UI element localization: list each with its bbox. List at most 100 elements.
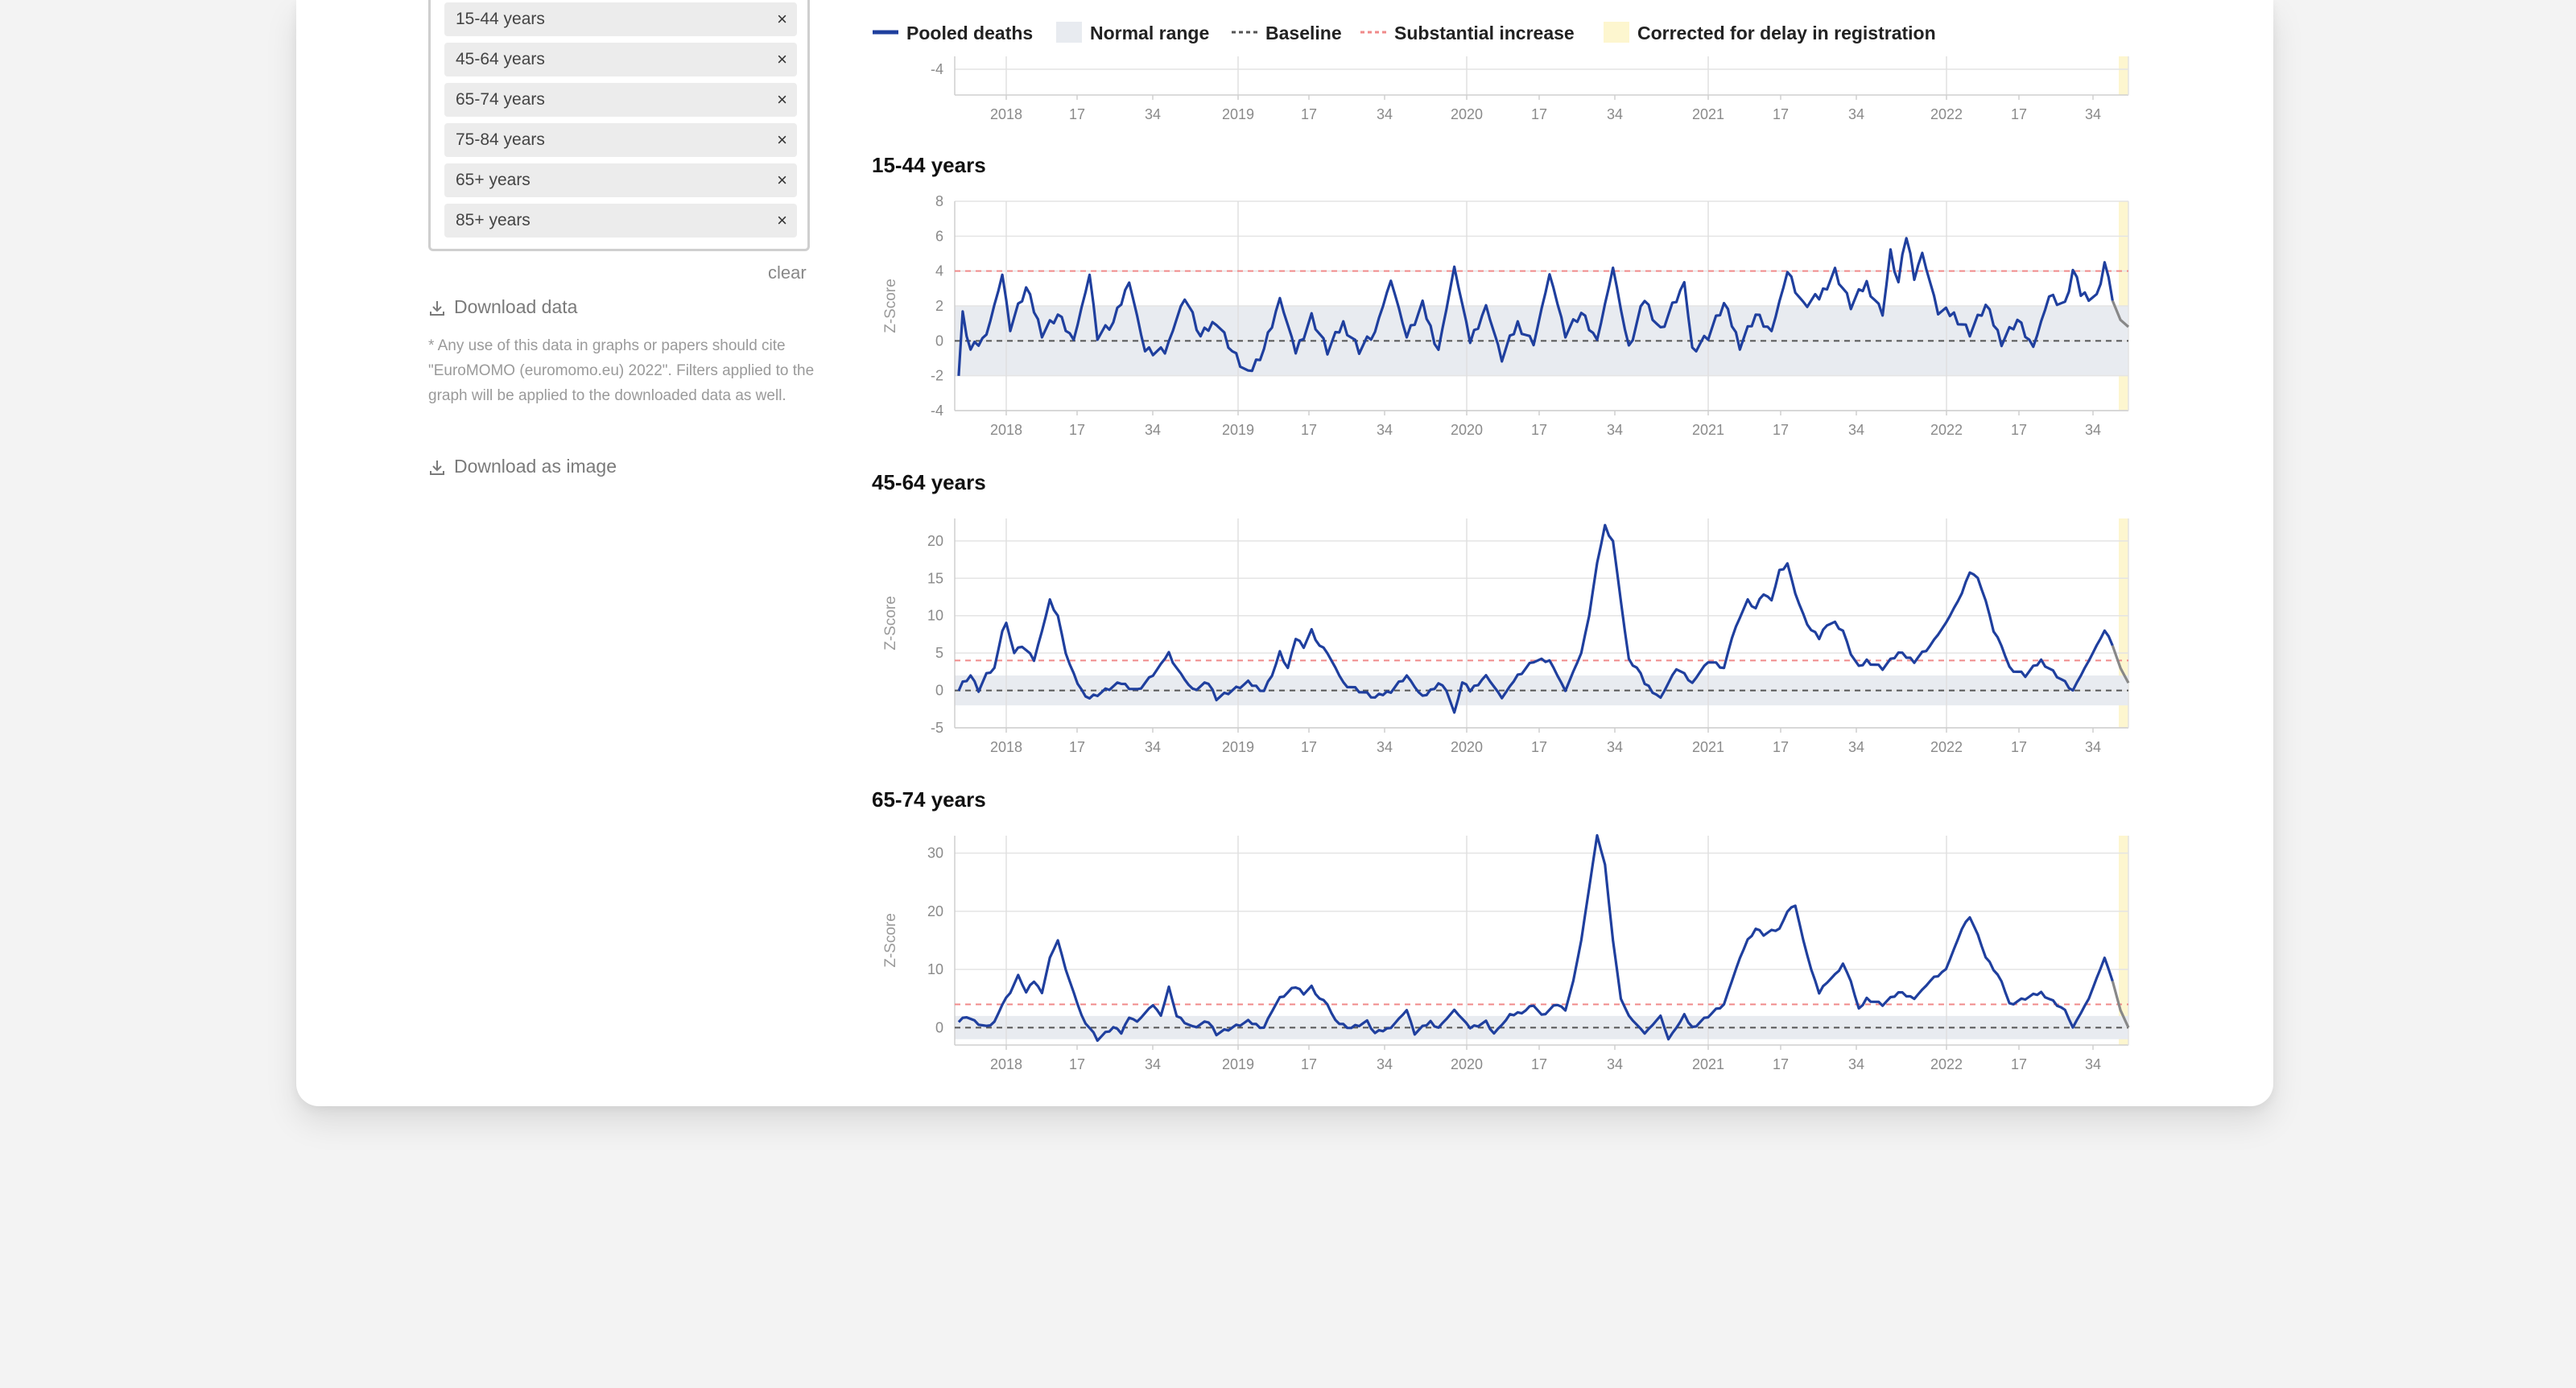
x-tick-label: 2021 — [1692, 739, 1724, 755]
x-tick-label: 2019 — [1222, 1056, 1254, 1072]
y-tick-label: 10 — [927, 608, 943, 624]
filter-tag-label: 75-84 years — [456, 130, 545, 149]
x-tick-label: 17 — [1069, 422, 1085, 438]
x-tick-label: 2018 — [990, 422, 1022, 438]
x-tick-label: 2021 — [1692, 422, 1724, 438]
filter-tag-label: 65+ years — [456, 171, 530, 189]
x-tick-label: 2019 — [1222, 106, 1254, 122]
x-tick-label: 34 — [1607, 739, 1623, 755]
x-tick-label: 17 — [1069, 739, 1085, 755]
chart-title-45-64: 45-64 years — [872, 470, 986, 494]
filter-tag-label: 85+ years — [456, 211, 530, 229]
filter-tag: 65-74 years × — [444, 83, 797, 117]
pooled-deaths-series-line — [957, 523, 2114, 714]
x-tick-label: 34 — [1848, 422, 1864, 438]
download-icon — [430, 461, 444, 475]
filter-tag: 65+ years × — [444, 163, 797, 197]
x-tick-label: 34 — [1848, 1056, 1864, 1072]
filter-tag-label: 65-74 years — [456, 90, 545, 109]
delay-correction-band — [2119, 836, 2128, 1045]
chart-title-65-74: 65-74 years — [872, 787, 986, 812]
remove-tag-icon[interactable]: × — [777, 89, 787, 109]
remove-tag-icon[interactable]: × — [777, 170, 787, 190]
chart-65-74: 0 10 20 30 2018 17 34 2019 17 34 2020 17 34 2021 17 34 2… — [882, 834, 2130, 1072]
x-tick-label: 34 — [1377, 739, 1393, 755]
x-tick-label: 17 — [1531, 422, 1547, 438]
remove-tag-icon[interactable]: × — [777, 9, 787, 29]
x-tick-label: 17 — [2011, 106, 2027, 122]
y-tick-label: -4 — [931, 61, 943, 77]
x-tick-label: 34 — [1377, 422, 1393, 438]
x-tick-label: 17 — [1301, 1056, 1317, 1072]
y-tick-label: 0 — [935, 333, 943, 349]
x-tick-label: 17 — [1531, 1056, 1547, 1072]
x-tick-label: 17 — [1069, 1056, 1085, 1072]
x-tick-label: 2020 — [1451, 106, 1483, 122]
x-tick-label: 2021 — [1692, 106, 1724, 122]
y-tick-label: 5 — [935, 645, 943, 661]
provisional-series-line — [2111, 299, 2130, 328]
remove-tag-icon[interactable]: × — [777, 210, 787, 230]
x-tick-label: 34 — [1377, 1056, 1393, 1072]
x-tick-label: 34 — [1145, 106, 1161, 122]
download-icon — [430, 301, 444, 316]
citation-note: * Any use of this data in graphs or pape… — [428, 337, 815, 404]
filter-tag-label: 45-64 years — [456, 50, 545, 68]
remove-tag-icon[interactable]: × — [777, 49, 787, 69]
y-axis-label: Z-Score — [882, 596, 899, 651]
y-tick-label: -2 — [931, 368, 943, 384]
x-tick-label: 17 — [1773, 739, 1789, 755]
x-tick-label: 2018 — [990, 106, 1022, 122]
x-tick-label: 34 — [2085, 422, 2101, 438]
x-tick-label: 2022 — [1930, 739, 1963, 755]
x-tick-label: 2022 — [1930, 106, 1963, 122]
filter-tag: 85+ years × — [444, 204, 797, 238]
x-tick-label: 34 — [1848, 106, 1864, 122]
pooled-deaths-series-line — [957, 237, 2114, 376]
x-tick-label: 2019 — [1222, 739, 1254, 755]
y-tick-label: 0 — [935, 1019, 943, 1035]
x-tick-label: 17 — [1301, 422, 1317, 438]
filter-tag: 45-64 years × — [444, 43, 797, 76]
x-tick-label: 2020 — [1451, 1056, 1483, 1072]
filter-tag: 15-44 years × — [444, 2, 797, 36]
y-tick-label: 4 — [935, 263, 943, 279]
y-tick-label: 6 — [935, 228, 943, 244]
x-tick-label: 17 — [2011, 1056, 2027, 1072]
pooled-deaths-series-line — [957, 834, 2114, 1043]
x-tick-label: 2022 — [1930, 422, 1963, 438]
x-tick-label: 2020 — [1451, 422, 1483, 438]
x-tick-label: 17 — [1069, 106, 1085, 122]
x-tick-label: 34 — [2085, 739, 2101, 755]
x-tick-label: 2021 — [1692, 1056, 1724, 1072]
x-tick-label: 34 — [1607, 1056, 1623, 1072]
x-tick-label: 2018 — [990, 1056, 1022, 1072]
y-tick-label: 20 — [927, 903, 943, 919]
x-tick-label: 17 — [1773, 422, 1789, 438]
x-tick-label: 17 — [1301, 106, 1317, 122]
x-tick-label: 2022 — [1930, 1056, 1963, 1072]
x-tick-label: 34 — [1607, 422, 1623, 438]
y-tick-label: 10 — [927, 961, 943, 977]
x-tick-label: 34 — [1377, 106, 1393, 122]
y-tick-label: 20 — [927, 533, 943, 549]
chart-partial-top: -4 2018 17 34 2019 17 34 2020 17 34 2021 17 34 2022 17… — [931, 56, 2129, 122]
y-axis-label: Z-Score — [882, 279, 899, 333]
download-image-label: Download as image — [454, 456, 617, 477]
x-tick-label: 17 — [1531, 739, 1547, 755]
x-tick-label: 34 — [1848, 739, 1864, 755]
clear-filters-link[interactable]: clear — [768, 262, 807, 283]
y-axis-label: Z-Score — [882, 913, 899, 968]
x-tick-label: 17 — [1773, 106, 1789, 122]
x-tick-label: 2020 — [1451, 739, 1483, 755]
x-tick-label: 2018 — [990, 739, 1022, 755]
y-tick-label: 2 — [935, 298, 943, 314]
remove-tag-icon[interactable]: × — [777, 130, 787, 150]
chart-45-64: -5 0 5 10 15 20 2018 17 34 2019 17 34 2020 17 34 2021 17… — [882, 518, 2130, 755]
y-tick-label: 8 — [935, 193, 943, 209]
x-tick-label: 17 — [1301, 739, 1317, 755]
chart-15-44: -4 -2 0 2 4 6 8 2018 17 34 2019 17 34 2020 17 34 2021 17 3… — [882, 193, 2130, 438]
delay-correction-band — [2119, 56, 2128, 95]
x-tick-label: 34 — [1145, 422, 1161, 438]
x-tick-label: 17 — [1773, 1056, 1789, 1072]
